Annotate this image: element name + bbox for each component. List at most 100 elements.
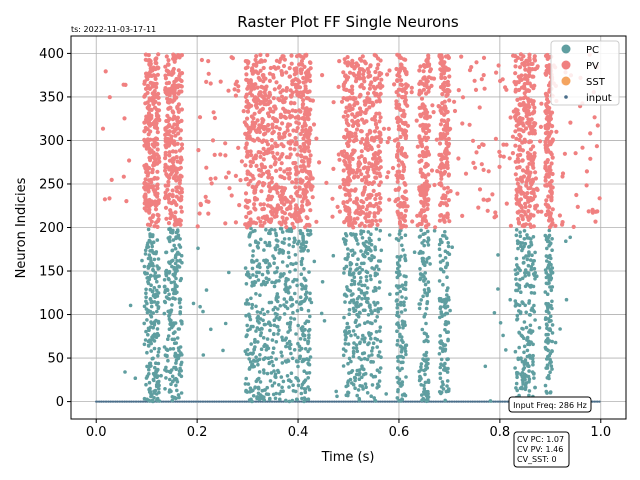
pc-spike	[357, 356, 361, 360]
pv-spike	[233, 173, 238, 178]
pc-spike	[375, 345, 380, 349]
pc-spike	[253, 280, 258, 285]
pc-spike	[270, 359, 274, 364]
pv-spike	[363, 159, 368, 164]
input-spike	[225, 400, 228, 403]
pc-spike	[275, 324, 280, 329]
pv-spike	[303, 86, 308, 91]
pc-spike	[251, 273, 255, 277]
pc-spike	[282, 312, 287, 316]
pv-spike	[355, 216, 360, 221]
pc-spike	[533, 250, 537, 255]
pv-spike	[142, 181, 147, 186]
pc-spike	[157, 284, 161, 289]
pc-spike	[359, 261, 364, 266]
pc-spike	[357, 323, 362, 327]
pc-spike	[276, 368, 280, 373]
input-spike	[478, 400, 481, 403]
pv-spike	[172, 84, 178, 89]
pv-spike	[277, 135, 282, 140]
pv-spike	[527, 112, 532, 117]
input-spike	[386, 400, 389, 403]
pv-spike	[354, 120, 359, 125]
pv-spike	[301, 101, 306, 107]
pv-spike	[274, 168, 279, 173]
pc-spike	[441, 233, 445, 238]
pc-spike	[289, 351, 293, 356]
pv-spike	[300, 208, 305, 213]
pv-spike	[439, 118, 444, 123]
pv-spike	[167, 150, 172, 155]
pv-spike	[302, 64, 307, 69]
pv-spike	[544, 168, 550, 173]
pv-spike	[279, 161, 284, 166]
pc-spike	[343, 329, 347, 334]
pc-spike	[305, 371, 309, 375]
pv-spike	[350, 168, 356, 173]
pc-spike	[299, 346, 304, 351]
pc-spike	[255, 310, 260, 314]
pv-spike	[284, 155, 289, 160]
pv-spike	[435, 169, 440, 174]
pv-spike	[295, 152, 300, 157]
input-spike	[275, 400, 278, 403]
pc-spike	[150, 398, 155, 403]
pv-spike	[533, 170, 538, 175]
pv-spike	[259, 189, 264, 194]
pc-spike	[302, 276, 307, 281]
pc-spike	[396, 389, 400, 394]
pv-spike	[168, 105, 173, 110]
pc-spike	[444, 322, 449, 327]
pv-spike	[396, 70, 402, 75]
pc-spike	[548, 285, 552, 289]
pc-spike	[144, 376, 149, 380]
pc-spike	[517, 283, 522, 288]
pc-spike	[274, 298, 279, 302]
pc-spike	[251, 249, 255, 253]
pv-spike	[208, 81, 213, 86]
pv-spike	[148, 113, 153, 119]
input-spike	[227, 400, 230, 403]
pc-spike	[268, 231, 272, 236]
pc-spike	[375, 368, 380, 373]
pv-spike	[268, 164, 273, 169]
pv-spike	[276, 65, 281, 70]
pv-spike	[179, 107, 184, 112]
pc-spike	[282, 303, 286, 307]
pv-spike	[257, 129, 262, 135]
pv-spike	[173, 149, 178, 154]
pc-spike	[250, 362, 255, 366]
pv-spike	[519, 205, 524, 210]
pv-spike	[440, 132, 445, 137]
input-spike	[164, 400, 167, 403]
input-spike	[326, 400, 329, 403]
pc-spike	[285, 374, 290, 378]
pc-spike	[150, 261, 155, 266]
pv-spike	[363, 61, 368, 66]
pc-spike	[388, 292, 392, 297]
pv-spike	[294, 54, 300, 59]
pc-spike	[155, 396, 160, 401]
pc-spike	[404, 280, 408, 285]
pv-spike	[170, 160, 176, 165]
input-spike	[492, 400, 495, 403]
pc-spike	[568, 235, 572, 240]
pv-spike	[252, 95, 258, 100]
pc-spike	[422, 339, 427, 344]
pc-spike	[278, 397, 282, 402]
pv-spike	[531, 191, 536, 196]
pv-spike	[163, 183, 168, 188]
pv-spike	[372, 129, 378, 134]
pc-spike	[545, 357, 549, 361]
pv-spike	[494, 70, 499, 75]
pv-spike	[290, 79, 295, 84]
pv-spike	[177, 181, 182, 186]
pv-spike	[261, 99, 266, 104]
pv-spike	[245, 136, 250, 141]
pv-spike	[142, 129, 147, 134]
pv-spike	[357, 70, 362, 75]
pc-spike	[439, 310, 444, 314]
pc-spike	[548, 370, 552, 375]
pv-spike	[445, 185, 450, 190]
pv-spike	[525, 191, 530, 196]
